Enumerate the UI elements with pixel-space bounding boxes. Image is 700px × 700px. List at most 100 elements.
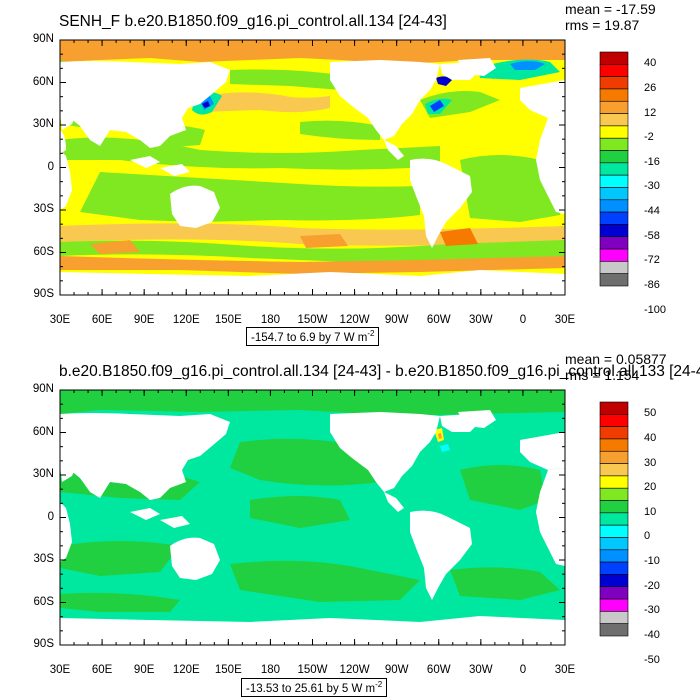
colorbar-swatch — [599, 248, 629, 262]
axis-ticks — [59, 389, 566, 646]
colorbar-swatch — [599, 561, 629, 575]
colorbar-swatch — [599, 623, 629, 637]
colorbar-label: 40 — [644, 57, 657, 70]
colorbar-label: 40 — [644, 431, 657, 444]
colorbar-swatch — [599, 137, 629, 151]
panel-title: SENH_F b.e20.B1850.f09_g16.pi_control.al… — [59, 13, 447, 30]
colorbar-label: -16 — [644, 155, 660, 168]
colorbar-swatch — [599, 401, 629, 415]
colorbar-label: -40 — [644, 629, 660, 641]
colorbar-label: -86 — [644, 279, 660, 291]
y-tick-label: 60S — [33, 595, 54, 608]
colorbar-swatch — [599, 512, 629, 526]
colorbar-label: -2 — [644, 131, 654, 144]
x-tick-label: 90W — [384, 664, 409, 676]
colorbar-swatch — [599, 574, 629, 588]
y-tick-label: 30N — [32, 468, 54, 480]
colorbar — [599, 51, 629, 287]
contour-info-box: -13.53 to 25.61 by 5 W m-2 — [241, 678, 388, 697]
rms-label: rms = 19.87 — [565, 17, 640, 33]
y-tick-label: 30S — [33, 553, 54, 565]
colorbar-label: 50 — [644, 407, 657, 420]
x-tick-label: 0 — [519, 314, 527, 326]
colorbar-label: 12 — [644, 106, 657, 119]
y-tick-label: 90N — [32, 383, 54, 395]
mean-label: mean = -17.59 — [565, 1, 656, 17]
colorbar-label: 10 — [644, 505, 657, 518]
colorbar-label: -50 — [644, 653, 660, 666]
colorbar-label: -100 — [644, 303, 667, 316]
colorbar-swatch — [599, 598, 629, 612]
y-tick-label: 30S — [33, 203, 54, 215]
colorbar-swatch — [599, 487, 629, 501]
map-plot — [59, 389, 629, 646]
colorbar-swatch — [599, 224, 629, 238]
panel-difference: b.e20.B1850.f09_g16.pi_control.all.134 [… — [0, 350, 700, 700]
colorbar-swatch — [599, 174, 629, 188]
colorbar-swatch — [599, 150, 629, 164]
colorbar-swatch — [599, 475, 629, 489]
units-exponent: -2 — [367, 329, 375, 338]
colorbar-swatch — [599, 450, 629, 464]
colorbar-swatch — [599, 463, 629, 477]
colorbar-label: 0 — [644, 530, 651, 543]
colorbar-label: -20 — [644, 579, 660, 592]
y-tick-label: 90S — [33, 638, 54, 650]
contour-info-text: -154.7 to 6.9 by 7 W m — [251, 331, 368, 344]
contour-info-box: -154.7 to 6.9 by 7 W m-2 — [246, 327, 380, 346]
colorbar-label: -58 — [644, 229, 660, 242]
colorbar-swatch — [599, 199, 629, 213]
colorbar-swatch — [599, 211, 629, 225]
colorbar-swatch — [599, 113, 629, 127]
colorbar-swatch — [599, 51, 629, 65]
x-tick-label: 120E — [172, 314, 200, 326]
x-tick-label: 90W — [384, 314, 409, 326]
x-tick-label: 30E — [49, 314, 71, 326]
y-tick-label: 60S — [33, 245, 54, 258]
x-tick-label: 60E — [91, 664, 113, 676]
rms-label: rms = 1.154 — [565, 367, 640, 383]
y-tick-label: 0 — [47, 510, 54, 523]
x-tick-label: 150W — [297, 314, 328, 326]
colorbar-label: -10 — [644, 555, 660, 568]
colorbar-label: 26 — [644, 81, 657, 94]
colorbar-swatch — [599, 273, 629, 287]
colorbar-label: -30 — [644, 604, 660, 617]
map-plot — [59, 39, 629, 296]
map-field — [60, 390, 565, 645]
colorbar-swatch — [599, 162, 629, 176]
x-tick-label: 90E — [133, 664, 155, 676]
colorbar-swatch — [599, 426, 629, 440]
units-exponent: -2 — [375, 680, 383, 689]
axis-ticks — [59, 39, 566, 296]
colorbar-swatch — [599, 500, 629, 514]
colorbar-label: 30 — [644, 456, 657, 469]
colorbar-swatch — [599, 549, 629, 563]
mean-label: mean = 0.05877 — [565, 351, 667, 367]
y-tick-label: 90S — [33, 288, 54, 300]
x-tick-label: 60W — [426, 314, 451, 326]
colorbar-swatch — [599, 611, 629, 624]
colorbar-swatch — [599, 76, 629, 90]
x-tick-label: 60E — [91, 314, 113, 326]
x-tick-label: 180 — [260, 664, 280, 676]
colorbar-swatch — [599, 586, 629, 600]
colorbar-swatch — [599, 537, 629, 551]
colorbar-swatch — [599, 236, 629, 250]
colorbar — [599, 401, 629, 637]
x-tick-label: 90E — [133, 314, 155, 326]
x-tick-label: 30E — [554, 314, 576, 326]
colorbar-label: -44 — [644, 205, 660, 218]
colorbar-swatch — [599, 100, 629, 114]
map-field — [60, 40, 565, 295]
colorbar-swatch — [599, 125, 629, 139]
x-tick-label: 150E — [214, 664, 242, 676]
x-tick-label: 120W — [339, 664, 370, 676]
y-tick-label: 0 — [47, 160, 54, 173]
y-tick-label: 60N — [32, 425, 54, 438]
colorbar-swatch — [599, 88, 629, 102]
x-tick-label: 30W — [469, 314, 493, 326]
x-tick-label: 0 — [519, 664, 527, 676]
colorbar-swatch — [599, 524, 629, 538]
y-tick-label: 60N — [32, 75, 54, 88]
